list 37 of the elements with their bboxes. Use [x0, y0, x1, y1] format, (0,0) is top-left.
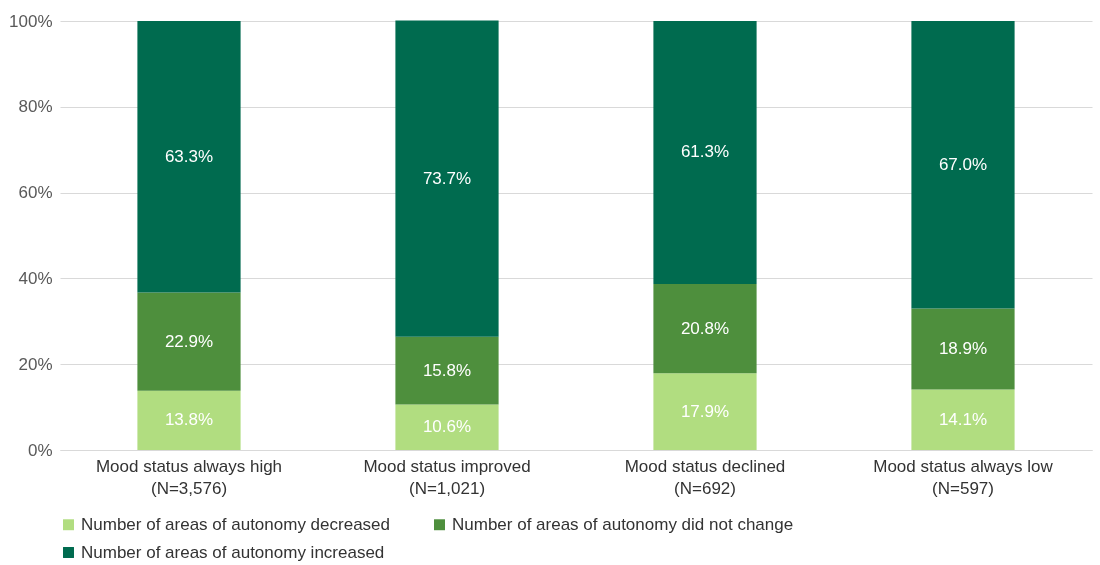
bar: [137, 292, 241, 391]
bar: [395, 336, 499, 405]
data-label: 15.8%: [422, 360, 472, 380]
y-tick-label: 40%: [18, 268, 53, 288]
bar: [137, 21, 241, 293]
bar: [137, 390, 241, 450]
legend-label: Number of areas of autonomy did not change: [452, 514, 794, 534]
x-tick-label: Mood status improved (N=1,021): [363, 456, 531, 498]
legend-label: Number of areas of autonomy decreased: [81, 514, 391, 534]
bar: [911, 389, 1015, 450]
data-label: 67.0%: [938, 154, 988, 174]
data-label: 18.9%: [938, 338, 988, 358]
bar: [911, 308, 1015, 390]
x-tick-label: Mood status declined (N=692): [624, 456, 786, 498]
data-label: 14.1%: [938, 409, 988, 429]
bar: [911, 21, 1015, 309]
data-label: 17.9%: [680, 401, 730, 421]
y-tick-label: 60%: [18, 183, 53, 203]
data-label: 63.3%: [164, 146, 214, 166]
y-tick-label: 100%: [9, 11, 53, 31]
data-label: 10.6%: [422, 417, 472, 437]
x-tick-label: Mood status always low (N=597): [873, 456, 1054, 498]
bar: [653, 373, 757, 450]
y-tick-label: 80%: [18, 97, 53, 117]
bar: [395, 20, 499, 337]
x-tick-label: Mood status always high (N=3,576): [95, 456, 283, 498]
data-label: 73.7%: [422, 168, 472, 188]
bar: [653, 21, 757, 284]
bar: [395, 404, 499, 450]
legend-label: Number of areas of autonomy increased: [81, 542, 385, 562]
y-tick-label: 20%: [18, 354, 53, 374]
data-label: 20.8%: [680, 318, 730, 338]
bar: [653, 283, 757, 374]
data-label: 61.3%: [680, 142, 730, 162]
y-tick-label: 0%: [27, 440, 53, 460]
data-label: 22.9%: [164, 331, 214, 351]
data-label: 13.8%: [164, 410, 214, 430]
